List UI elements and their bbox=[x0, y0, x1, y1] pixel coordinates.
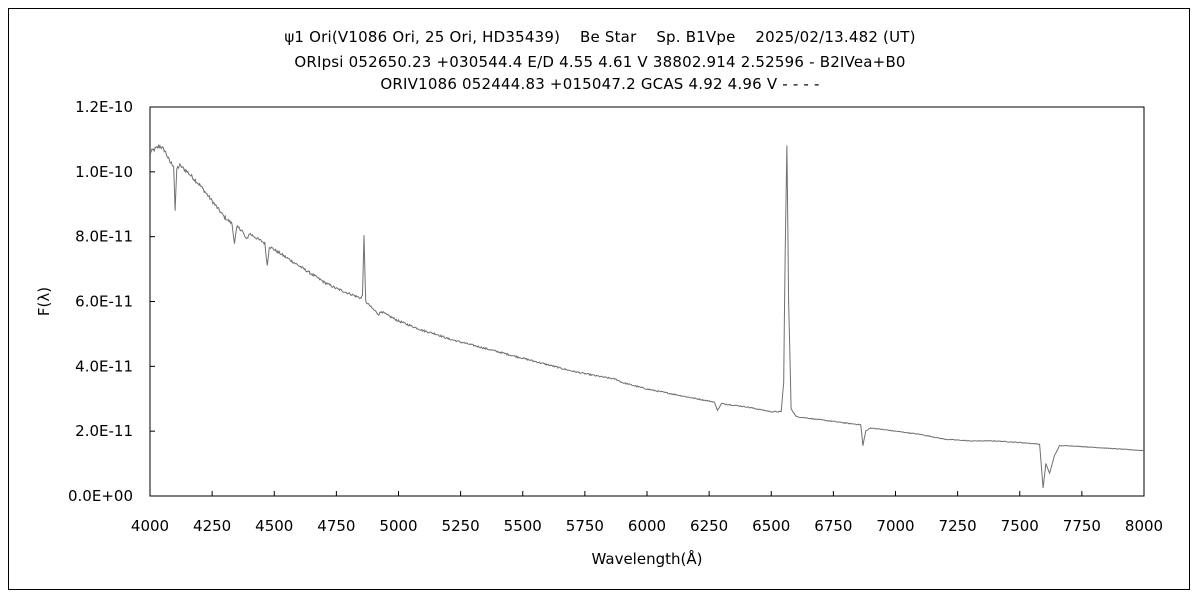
x-tick-label: 5250 bbox=[442, 517, 480, 535]
x-tick-label: 7500 bbox=[1001, 517, 1039, 535]
plot-area bbox=[149, 106, 1145, 497]
x-axis: 4000 4250 4500 4750 5000 5250 5500 5750 6000 6250… bbox=[131, 491, 1163, 535]
x-tick-label: 6000 bbox=[628, 517, 666, 535]
x-tick-label: 5000 bbox=[379, 517, 417, 535]
x-tick-label: 6500 bbox=[752, 517, 790, 535]
chart-subtitle-line-2: ORIV1086 052444.83 +015047.2 GCAS 4.92 4… bbox=[380, 75, 820, 93]
x-tick-label: 4250 bbox=[193, 517, 231, 535]
x-tick-label: 6250 bbox=[690, 517, 728, 535]
chart-frame bbox=[8, 8, 1190, 590]
x-tick-label: 5750 bbox=[566, 517, 604, 535]
x-tick-label: 6750 bbox=[814, 517, 852, 535]
y-tick-label: 6.0E-11 bbox=[75, 293, 133, 311]
x-tick-label: 4750 bbox=[317, 517, 355, 535]
y-tick-label: 1.0E-10 bbox=[75, 163, 133, 181]
y-tick-label: 4.0E-11 bbox=[75, 357, 133, 375]
series-layer bbox=[149, 143, 1144, 488]
x-tick-label: 7000 bbox=[876, 517, 914, 535]
chart-title: ψ1 Ori(V1086 Ori, 25 Ori, HD35439) Be St… bbox=[284, 28, 916, 46]
y-tick-label: 1.2E-10 bbox=[75, 98, 133, 116]
x-tick-label: 4500 bbox=[255, 517, 293, 535]
y-tick-label: 8.0E-11 bbox=[75, 228, 133, 246]
x-axis-label: Wavelength(Å) bbox=[592, 549, 703, 568]
spectrum-line bbox=[149, 143, 1144, 488]
x-tick-label: 7250 bbox=[939, 517, 977, 535]
y-tick-label: 0.0E+00 bbox=[68, 487, 133, 505]
x-tick-label: 8000 bbox=[1125, 517, 1163, 535]
y-tick-label: 2.0E-11 bbox=[75, 422, 133, 440]
y-axis-label: F(λ) bbox=[35, 287, 53, 316]
x-tick-label: 7750 bbox=[1063, 517, 1101, 535]
x-tick-label: 5500 bbox=[504, 517, 542, 535]
x-tick-label: 4000 bbox=[131, 517, 169, 535]
y-axis: 0.0E+00 2.0E-11 4.0E-11 6.0E-11 8.0E-11 1.0E-… bbox=[68, 98, 155, 505]
chart-subtitle-line-1: ORIpsi 052650.23 +030544.4 E/D 4.55 4.61… bbox=[294, 53, 906, 71]
